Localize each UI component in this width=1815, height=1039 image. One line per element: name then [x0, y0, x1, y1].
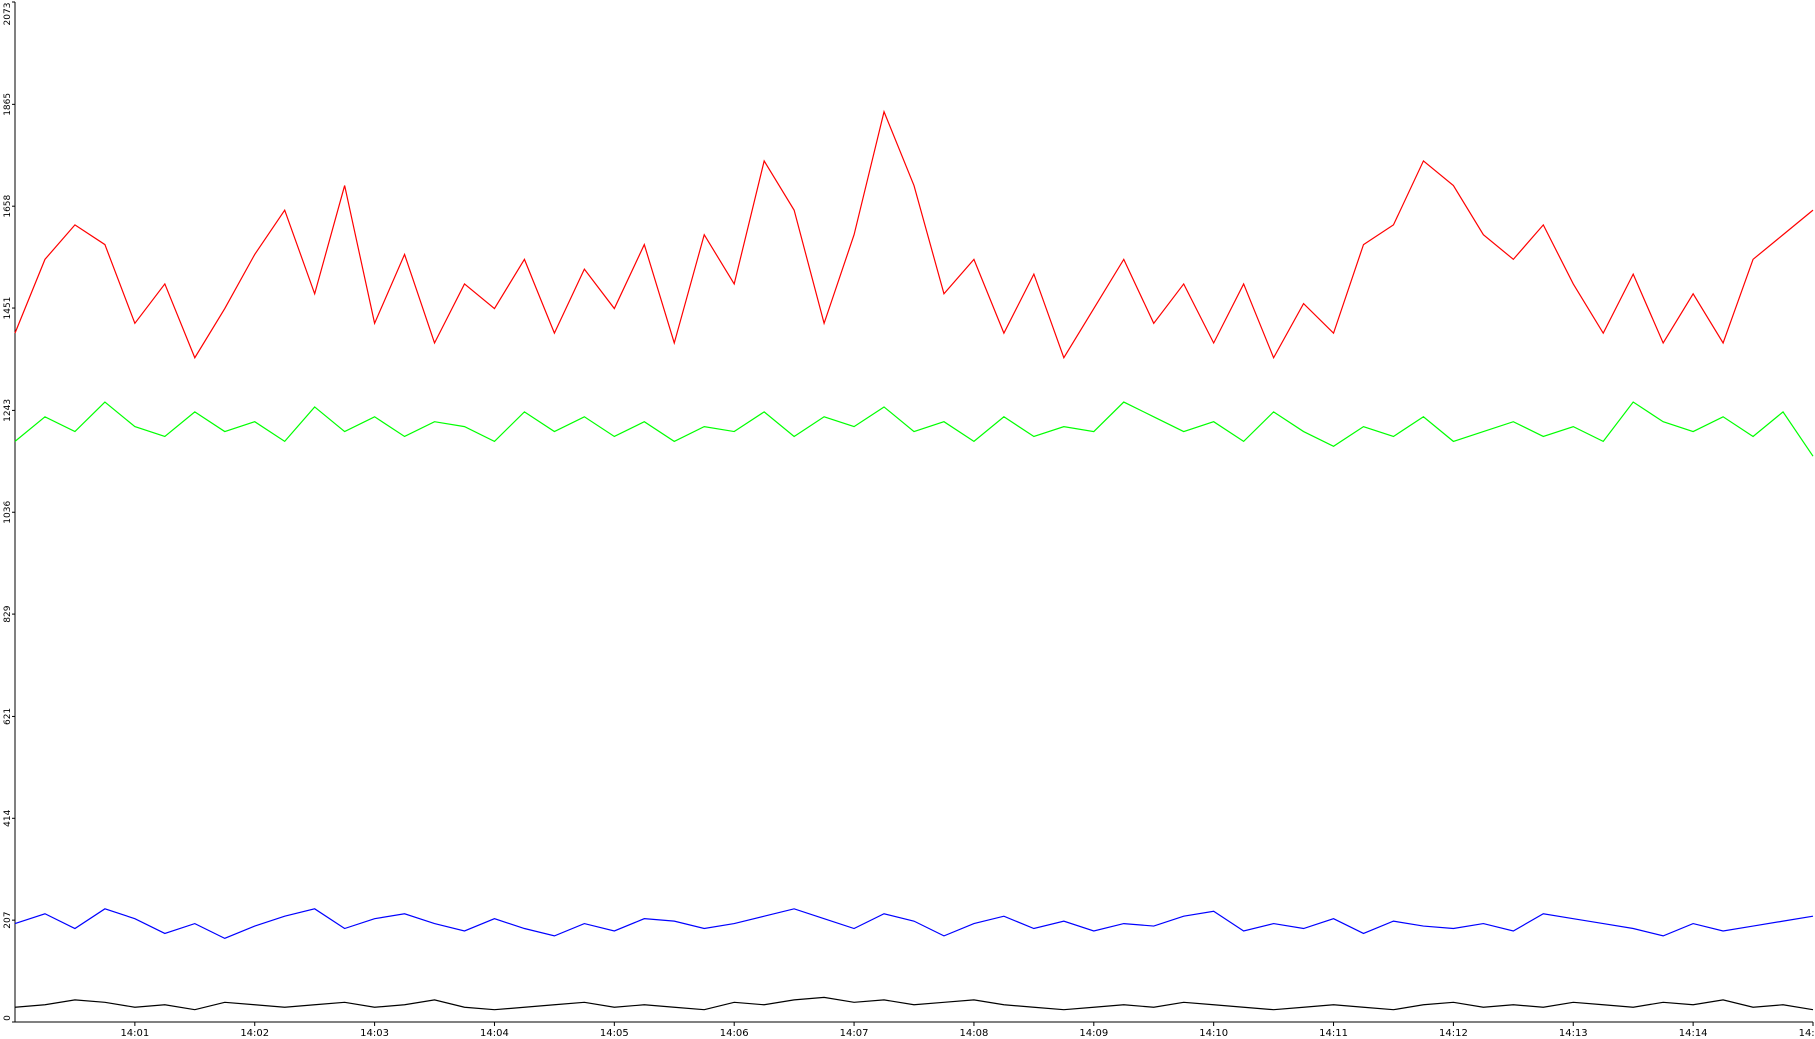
- x-tick-label: 14:11: [1319, 1028, 1348, 1039]
- x-tick-label: 14:06: [720, 1028, 749, 1039]
- x-tick-label: 14:05: [600, 1028, 629, 1039]
- y-tick-label: 621: [3, 708, 13, 725]
- x-tick-label: 14:12: [1439, 1028, 1468, 1039]
- y-tick-label: 1658: [3, 194, 13, 217]
- x-tick-label: 14:04: [480, 1028, 509, 1039]
- x-tick-label: 14:01: [120, 1028, 149, 1039]
- x-tick-label: 14:15: [1799, 1028, 1815, 1039]
- y-tick-label: 0: [3, 1015, 13, 1021]
- y-tick-label: 414: [3, 809, 13, 826]
- series-line: [14, 908, 1814, 940]
- y-tick-label: 1451: [3, 297, 13, 320]
- x-tick-label: 14:02: [240, 1028, 269, 1039]
- x-tick-label: 14:09: [1079, 1028, 1108, 1039]
- y-tick-label: 207: [3, 912, 13, 929]
- series-line: [14, 109, 1814, 360]
- x-tick-label: 14:13: [1559, 1028, 1588, 1039]
- series-line: [14, 401, 1814, 457]
- y-tick-label: 1865: [3, 93, 13, 116]
- x-tick-label: 14:14: [1679, 1028, 1708, 1039]
- y-tick-label: 2073: [3, 3, 13, 26]
- y-tick-label: 1036: [3, 501, 13, 524]
- y-tick-label: 829: [3, 605, 13, 622]
- y-tick-label: 1243: [3, 399, 13, 422]
- x-tick-label: 14:03: [360, 1028, 389, 1039]
- x-tick-label: 14:07: [840, 1028, 869, 1039]
- x-tick-label: 14:10: [1199, 1028, 1228, 1039]
- series-line: [14, 996, 1814, 1011]
- x-tick-label: 14:08: [960, 1028, 989, 1039]
